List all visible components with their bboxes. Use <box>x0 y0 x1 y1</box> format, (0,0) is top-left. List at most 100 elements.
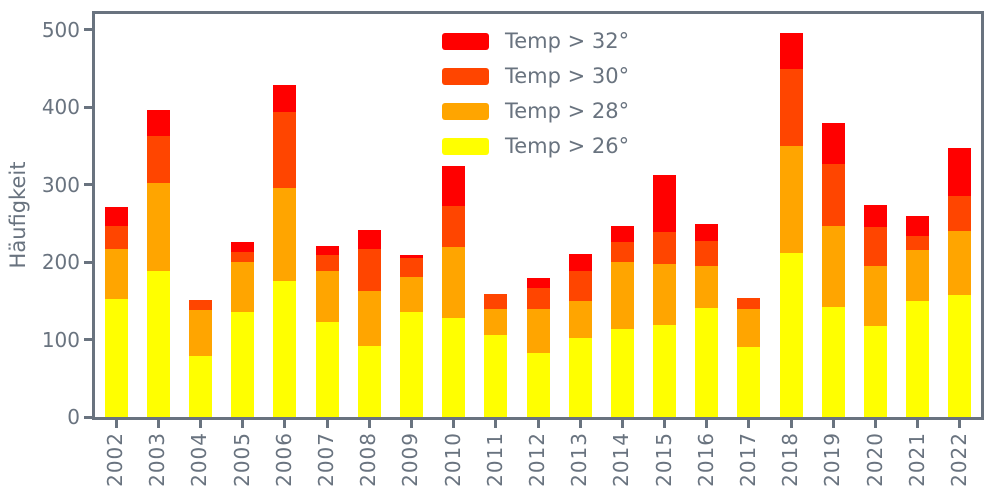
bar-segment-2013 <box>568 337 592 417</box>
bar-segment-2014 <box>610 329 634 417</box>
bar-segment-2020 <box>864 227 888 266</box>
bar-segment-2014 <box>610 262 634 330</box>
x-tick-label-2019: 2019 <box>820 432 845 487</box>
bar-segment-2018 <box>779 145 803 254</box>
bar-segment-2015 <box>653 231 677 265</box>
x-tick-label-2006: 2006 <box>271 432 296 487</box>
bar-segment-2014 <box>610 241 634 262</box>
legend-item-3: Temp > 26° <box>442 136 629 157</box>
x-tick-mark <box>283 420 287 428</box>
x-tick-mark <box>620 420 624 428</box>
bar-segment-2007 <box>315 322 339 417</box>
bar-segment-2002 <box>104 248 128 300</box>
x-tick-mark <box>156 420 160 428</box>
legend-item-2: Temp > 28° <box>442 101 629 122</box>
x-tick-mark <box>536 420 540 428</box>
legend-item-0: Temp > 32° <box>442 31 629 52</box>
bar-segment-2007 <box>315 245 339 256</box>
x-tick-mark <box>958 420 962 428</box>
bar-segment-2021 <box>906 300 930 417</box>
legend-label: Temp > 32° <box>505 29 630 53</box>
bar-segment-2020 <box>864 204 888 228</box>
bar-segment-2010 <box>442 206 466 247</box>
bar-segment-2016 <box>695 224 719 242</box>
bar-segment-2018 <box>779 69 803 146</box>
legend: Temp > 32° Temp > 30° Temp > 28° Temp > 26° <box>442 31 629 157</box>
bar-segment-2005 <box>231 251 255 262</box>
bar-segment-2011 <box>484 309 508 335</box>
bar-segment-2021 <box>906 215 930 236</box>
bar-segment-2021 <box>906 235 930 251</box>
bar-segment-2006 <box>273 187 297 282</box>
legend-swatch-icon <box>442 138 489 155</box>
y-tick-label: 400 <box>41 95 80 119</box>
bar-segment-2012 <box>526 309 550 353</box>
bar-segment-2009 <box>399 276 423 312</box>
bar-segment-2003 <box>146 110 170 137</box>
bar-segment-2003 <box>146 136 170 183</box>
bar-segment-2006 <box>273 84 297 113</box>
x-tick-label-2009: 2009 <box>398 432 423 487</box>
bar-segment-2007 <box>315 271 339 323</box>
bar-segment-2011 <box>484 293 508 310</box>
bar-segment-2012 <box>526 352 550 417</box>
x-tick-mark <box>241 420 245 428</box>
plot-spine-box <box>92 11 984 420</box>
bar-segment-2022 <box>948 196 972 231</box>
bar-segment-2008 <box>357 248 381 292</box>
x-tick-label-2020: 2020 <box>862 432 887 487</box>
bar-segment-2009 <box>399 311 423 417</box>
x-tick-mark <box>874 420 878 428</box>
y-tick-label: 200 <box>41 250 80 274</box>
x-tick-mark <box>789 420 793 428</box>
x-tick-label-2022: 2022 <box>946 432 971 487</box>
x-tick-label-2007: 2007 <box>314 432 339 487</box>
x-tick-mark <box>831 420 835 428</box>
x-tick-mark <box>452 420 456 428</box>
legend-label: Temp > 26° <box>505 134 630 158</box>
y-tick-mark <box>84 260 92 264</box>
x-tick-label-2017: 2017 <box>735 432 760 487</box>
x-tick-label-2003: 2003 <box>145 432 170 487</box>
legend-label: Temp > 28° <box>505 99 630 123</box>
x-tick-label-2014: 2014 <box>609 432 634 487</box>
x-tick-label-2005: 2005 <box>229 432 254 487</box>
bar-segment-2005 <box>231 262 255 312</box>
x-tick-label-2012: 2012 <box>525 432 549 487</box>
y-tick-mark <box>84 338 92 341</box>
y-tick-label: 500 <box>41 17 80 42</box>
x-tick-label-2004: 2004 <box>187 432 212 487</box>
y-tick-label: 0 <box>67 405 80 429</box>
y-tick-mark <box>84 415 92 419</box>
bar-segment-2007 <box>315 255 339 272</box>
legend-swatch-icon <box>442 68 489 85</box>
bar-segment-2020 <box>864 265 888 327</box>
bar-segment-2015 <box>653 264 677 325</box>
x-tick-mark <box>663 420 667 428</box>
y-tick-mark <box>84 183 92 186</box>
legend-swatch-icon <box>442 103 489 120</box>
bar-segment-2019 <box>821 164 845 226</box>
bar-segment-2018 <box>779 253 803 417</box>
bar-segment-2012 <box>526 277 550 289</box>
bar-segment-2008 <box>357 345 381 417</box>
bar-segment-2010 <box>442 317 466 417</box>
bar-segment-2003 <box>146 271 170 417</box>
bar-segment-2016 <box>695 241 719 266</box>
y-tick-label: 300 <box>41 172 80 197</box>
bar-segment-2022 <box>948 295 972 417</box>
bar-segment-2017 <box>737 297 761 309</box>
x-tick-label-2018: 2018 <box>778 432 803 487</box>
bar-segment-2008 <box>357 230 381 249</box>
bar-segment-2013 <box>568 271 592 301</box>
x-tick-mark <box>578 420 582 428</box>
bar-segment-2010 <box>442 246 466 318</box>
bar-segment-2010 <box>442 165 466 207</box>
x-tick-label-2008: 2008 <box>356 432 381 487</box>
bar-segment-2008 <box>357 291 381 346</box>
bar-segment-2012 <box>526 288 550 310</box>
x-tick-mark <box>494 420 498 428</box>
bar-segment-2002 <box>104 225 128 249</box>
bar-segment-2019 <box>821 122 845 165</box>
